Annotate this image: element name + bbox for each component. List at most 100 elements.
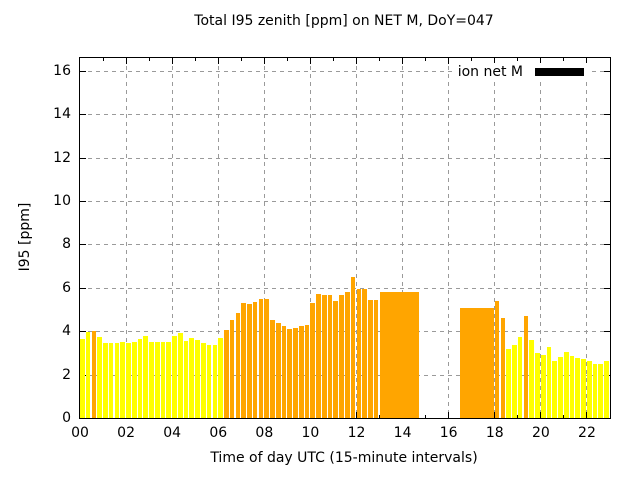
x-tick bbox=[217, 58, 219, 64]
bar-04:00 bbox=[172, 335, 177, 418]
bar-13:00 bbox=[379, 292, 386, 418]
bar-04:15 bbox=[177, 333, 183, 418]
y-tick-label: 16 bbox=[53, 62, 71, 79]
bar-05:15 bbox=[200, 343, 206, 418]
x-tick-label: 10 bbox=[301, 425, 320, 441]
gridline-x bbox=[494, 58, 496, 418]
gridline-y bbox=[80, 70, 610, 72]
gridline-y bbox=[80, 287, 610, 289]
y-tick bbox=[80, 287, 86, 289]
y-tick bbox=[80, 114, 86, 116]
x-tick-label: 04 bbox=[163, 425, 182, 441]
bar-12:15 bbox=[362, 288, 367, 418]
x-tick bbox=[240, 58, 242, 61]
bar-22:45 bbox=[604, 360, 609, 418]
bar-07:30 bbox=[252, 301, 258, 418]
x-tick-label: 00 bbox=[71, 425, 89, 441]
bar-21:00 bbox=[563, 351, 569, 418]
gridline-x bbox=[309, 58, 311, 418]
y-tick-label: 10 bbox=[53, 193, 71, 209]
bar-00:30 bbox=[91, 331, 97, 418]
bar-13:45 bbox=[396, 292, 403, 418]
bar-08:45 bbox=[281, 325, 287, 418]
bar-09:15 bbox=[293, 327, 298, 418]
x-tick bbox=[494, 58, 496, 64]
y-tick-label: 6 bbox=[62, 279, 71, 296]
x-tick bbox=[309, 58, 311, 64]
x-tick bbox=[471, 58, 473, 61]
bar-06:30 bbox=[229, 320, 235, 418]
bar-02:45 bbox=[143, 335, 149, 418]
x-tick bbox=[448, 58, 450, 64]
x-tick bbox=[171, 58, 173, 64]
x-tick bbox=[379, 58, 381, 61]
y-tick bbox=[604, 70, 610, 72]
gridline-y bbox=[80, 201, 610, 202]
bar-18:45 bbox=[512, 345, 517, 418]
bar-11:00 bbox=[333, 300, 339, 418]
bar-10:30 bbox=[321, 295, 327, 418]
x-tick-label: 22 bbox=[578, 425, 596, 441]
bar-21:15 bbox=[569, 356, 575, 418]
y-tick-label: 4 bbox=[62, 323, 71, 340]
bar-21:30 bbox=[575, 358, 581, 418]
bar-14:15 bbox=[408, 292, 415, 418]
bar-02:00 bbox=[126, 343, 131, 418]
bar-17:45 bbox=[489, 308, 494, 418]
bar-20:45 bbox=[558, 357, 563, 418]
y-tick bbox=[80, 331, 86, 333]
x-tick-label: 14 bbox=[393, 425, 412, 441]
y-tick-label: 14 bbox=[53, 106, 71, 123]
y-tick bbox=[80, 201, 86, 202]
plot-area: ion net M 0 2 4 6 8 10 12 14 16 00 02 04 06 08 10 12 14 1… bbox=[53, 57, 611, 441]
bar-20:15 bbox=[546, 347, 552, 418]
y-tick-label: 8 bbox=[62, 236, 71, 253]
gridline-x bbox=[217, 58, 219, 418]
y-tick bbox=[604, 244, 610, 246]
bar-21:45 bbox=[581, 359, 586, 418]
gridline-y bbox=[80, 114, 610, 116]
bar-19:45 bbox=[535, 352, 540, 418]
x-tick bbox=[125, 58, 127, 64]
bar-03:15 bbox=[154, 342, 160, 418]
bar-06:45 bbox=[235, 312, 241, 418]
legend: ion net M bbox=[453, 63, 588, 81]
y-tick bbox=[604, 287, 610, 289]
bar-06:15 bbox=[224, 330, 229, 418]
bar-04:45 bbox=[189, 337, 195, 418]
bar-16:30 bbox=[460, 308, 467, 418]
x-tick bbox=[448, 412, 450, 418]
bar-01:15 bbox=[108, 343, 114, 418]
bar-09:00 bbox=[287, 329, 293, 418]
bar-12:00 bbox=[356, 288, 362, 418]
bar-19:30 bbox=[529, 339, 534, 418]
bar-13:30 bbox=[391, 292, 398, 418]
bar-19:15 bbox=[523, 316, 529, 418]
y-tick-label: 0 bbox=[62, 410, 71, 426]
x-tick bbox=[402, 58, 404, 64]
gridline-y bbox=[80, 157, 610, 159]
bar-22:30 bbox=[598, 363, 604, 418]
bar-08:15 bbox=[270, 320, 275, 418]
x-tick bbox=[356, 58, 358, 64]
bar-06:00 bbox=[218, 337, 223, 418]
x-tick bbox=[102, 58, 104, 61]
bar-22:00 bbox=[586, 360, 592, 418]
x-tick-label: 08 bbox=[255, 425, 274, 441]
x-tick bbox=[263, 58, 265, 64]
gridline-x bbox=[540, 58, 542, 418]
x-tick bbox=[286, 58, 288, 61]
y-tick bbox=[604, 157, 610, 159]
bar-12:30 bbox=[368, 299, 373, 418]
gridline-y bbox=[80, 244, 610, 246]
bar-05:45 bbox=[212, 345, 218, 418]
gridline-x bbox=[448, 58, 450, 418]
bar-02:15 bbox=[131, 342, 137, 418]
bar-03:00 bbox=[149, 342, 154, 418]
bar-07:00 bbox=[241, 303, 246, 418]
x-tick bbox=[332, 58, 334, 61]
bar-10:00 bbox=[310, 303, 316, 418]
bar-16:45 bbox=[465, 308, 473, 418]
bar-17:30 bbox=[483, 308, 490, 418]
gridline-x bbox=[356, 58, 358, 418]
